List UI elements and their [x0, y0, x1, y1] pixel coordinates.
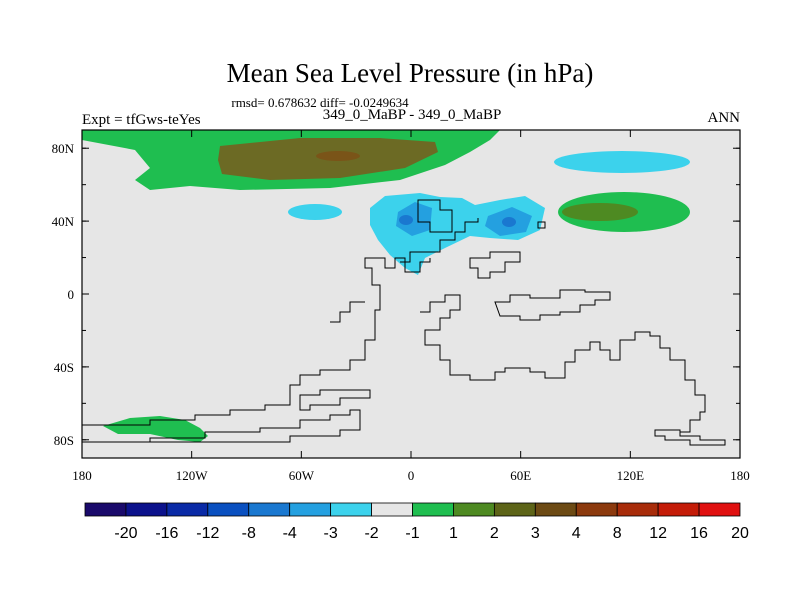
north-pacific-negative-anomaly	[554, 151, 690, 173]
colorbar-label: -12	[196, 525, 219, 542]
colorbar-label: -4	[283, 525, 297, 542]
colorbar-label: 1	[449, 525, 458, 542]
colorbar-swatch	[84, 502, 127, 517]
coastline-island	[299, 389, 371, 411]
atlantic-anomaly-core-west	[396, 202, 432, 236]
stats-line: rmsd= 0.678632 diff= -0.0249634	[231, 95, 409, 110]
x-tick-label: 60W	[289, 468, 315, 483]
y-tick-label: 40S	[54, 360, 74, 375]
colorbar-swatch	[125, 502, 168, 517]
colorbar-label: -1	[405, 525, 419, 542]
westerly-negative-anomaly	[288, 204, 342, 220]
colorbar-label: 8	[613, 525, 622, 542]
x-tick-label: 0	[408, 468, 415, 483]
colorbar-swatch	[207, 502, 250, 517]
colorbar: -20 -16 -12 -8 -4 -3 -2 -1 1 2 3 4 8 12 16 20	[84, 502, 749, 542]
colorbar-label: 3	[531, 525, 540, 542]
season-label: ANN	[708, 110, 741, 126]
coastline-small-island	[469, 251, 521, 279]
experiment-label: Expt = tfGws-teYes	[82, 112, 201, 128]
ne-asia-anomaly-core	[562, 203, 638, 221]
colorbar-label: -2	[364, 525, 378, 542]
coastlines	[82, 199, 726, 446]
colorbar-swatch	[616, 502, 659, 517]
colorbar-label: 2	[490, 525, 499, 542]
colorbar-label: 20	[731, 525, 749, 542]
x-tick-label: 120E	[617, 468, 645, 483]
colorbar-swatch	[166, 502, 209, 517]
arctic-anomaly-peak	[316, 151, 360, 161]
y-tick-label: 80S	[54, 433, 74, 448]
x-tick-label: 120W	[176, 468, 209, 483]
colorbar-label: -8	[242, 525, 256, 542]
colorbar-swatch	[330, 502, 372, 517]
coastline-eastern-island	[494, 289, 611, 321]
colorbar-swatch	[493, 502, 536, 517]
colorbar-label: 4	[572, 525, 581, 542]
map-field	[82, 130, 740, 458]
colorbar-swatch	[453, 502, 495, 517]
comparison-label: 349_0_MaBP - 349_0_MaBP	[323, 107, 502, 123]
colorbar-swatch	[698, 502, 741, 517]
coastline-southeast-island	[654, 429, 726, 446]
atlantic-anomaly-low-west	[399, 215, 413, 225]
x-tick-label: 180	[730, 468, 750, 483]
colorbar-swatch	[575, 502, 618, 517]
colorbar-swatch	[412, 502, 454, 517]
colorbar-swatch	[534, 502, 577, 517]
coastline-islet	[537, 221, 546, 229]
colorbar-label: 12	[649, 525, 667, 542]
colorbar-swatch	[371, 502, 413, 517]
coastline-eastern-land	[420, 294, 706, 433]
south-pacific-positive-anomaly	[103, 416, 208, 442]
colorbar-label: -20	[114, 525, 137, 542]
atlantic-anomaly-low-east	[502, 217, 516, 227]
coastline-north	[400, 218, 479, 263]
y-tick-label: 40N	[52, 214, 75, 229]
colorbar-label: -16	[155, 525, 178, 542]
coastline-interior	[330, 301, 365, 323]
x-tick-label: 60E	[510, 468, 531, 483]
x-axis: 180 120W 60W 0 60E 120E 180	[72, 130, 750, 483]
x-tick-label: 180	[72, 468, 92, 483]
colorbar-swatch	[657, 502, 700, 517]
colorbar-label: -3	[324, 525, 338, 542]
colorbar-swatch	[248, 502, 291, 517]
colorbar-swatch	[289, 502, 332, 517]
colorbar-label: 16	[690, 525, 708, 542]
coastline-supercontinent	[82, 257, 431, 426]
coastline-northern-island	[417, 199, 453, 233]
y-axis: 80N 40N 0 40S 80S	[52, 141, 740, 448]
chart-title: Mean Sea Level Pressure (in hPa)	[227, 58, 594, 88]
coastline-south-land	[82, 409, 361, 443]
y-tick-label: 80N	[52, 141, 75, 156]
y-tick-label: 0	[68, 287, 75, 302]
